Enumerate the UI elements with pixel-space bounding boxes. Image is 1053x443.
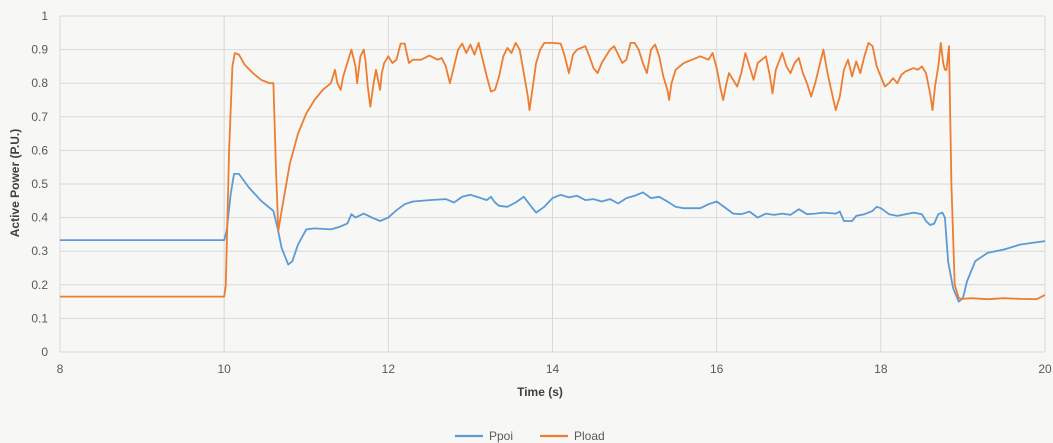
series-line-pload [60,42,1046,301]
y-tick-label: 1 [41,9,48,23]
y-tick-label: 0.6 [31,143,48,157]
y-tick-label: 0.1 [31,311,48,325]
y-tick-label: 0.8 [31,76,48,90]
legend-label-ppoi: Ppoi [489,429,513,443]
x-tick-label: 16 [710,362,724,376]
x-tick-label: 14 [546,362,560,376]
y-tick-labels: 0 0.1 0.2 0.3 0.4 0.5 0.6 0.7 0.8 0.9 1 [31,9,48,359]
y-tick-label: 0.3 [31,244,48,258]
x-tick-labels: 8 10 12 14 16 18 20 [57,362,1052,376]
x-tick-label: 10 [217,362,231,376]
legend: Ppoi Pload [455,429,605,443]
y-tick-label: 0.5 [31,177,48,191]
y-tick-label: 0.2 [31,278,48,292]
y-tick-label: 0.4 [31,211,48,225]
series-lines [60,42,1046,303]
x-axis-title: Time (s) [517,385,563,399]
series-line-ppoi [60,173,1046,303]
x-tick-label: 20 [1038,362,1052,376]
gridlines [59,15,1046,353]
x-tick-label: 8 [57,362,64,376]
y-tick-label: 0.9 [31,43,48,57]
legend-label-pload: Pload [574,429,605,443]
y-axis-title: Active Power (P.U.) [8,129,22,237]
x-tick-label: 12 [382,362,396,376]
y-tick-label: 0 [41,345,48,359]
x-tick-label: 18 [874,362,888,376]
y-tick-label: 0.7 [31,110,48,124]
